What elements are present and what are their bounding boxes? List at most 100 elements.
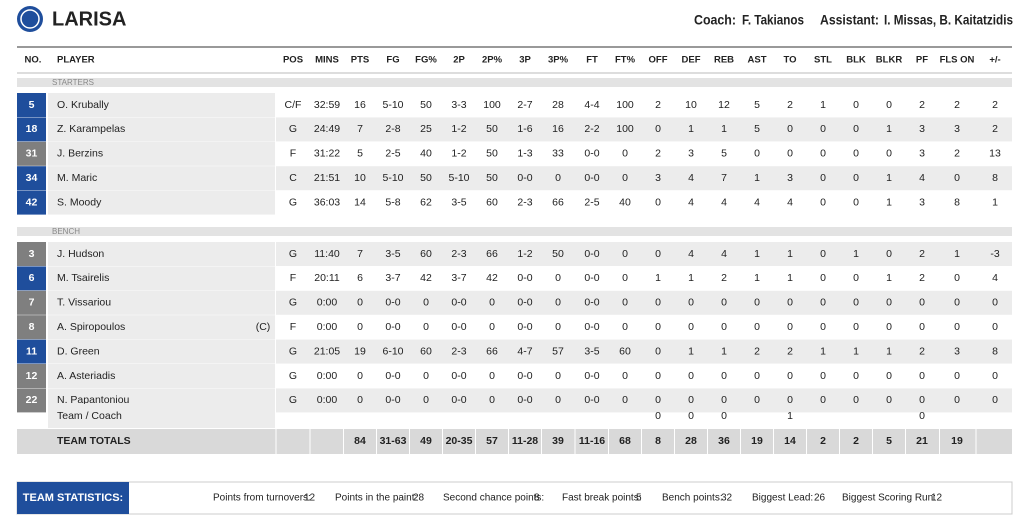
- stat-cell: 0: [754, 148, 760, 160]
- number-badge: [17, 190, 46, 215]
- player-name: T. Vissariou: [57, 297, 111, 309]
- stat-cell: 4: [787, 196, 793, 208]
- stat-cell: 0: [853, 297, 859, 309]
- column-header: PF: [916, 55, 928, 66]
- stat-cell: 0-0: [584, 370, 599, 382]
- stat-cell: 0: [721, 297, 727, 309]
- team-stat-value: 8: [534, 493, 540, 504]
- column-header: AST: [748, 55, 767, 66]
- stat-cell: 2: [655, 99, 661, 111]
- stat-cell: 40: [619, 196, 631, 208]
- stat-cell: 0: [754, 370, 760, 382]
- player-cell-bg: [48, 404, 275, 428]
- stat-cell: 2: [787, 99, 793, 111]
- total-cell: 11-16: [579, 435, 605, 447]
- stat-cell: 0: [721, 321, 727, 333]
- number-badge: [17, 388, 46, 413]
- stat-cell: 3: [655, 172, 661, 184]
- stat-cell: 4: [721, 248, 727, 260]
- stat-cell: 2-2: [584, 123, 599, 135]
- stat-cell: 1: [754, 248, 760, 260]
- stat-cell: 0-0: [451, 394, 466, 406]
- stat-cell: 0-0: [584, 272, 599, 284]
- total-cell: 28: [685, 435, 697, 447]
- stat-cell: 2-8: [385, 123, 400, 135]
- column-header: FLS ON: [940, 55, 975, 66]
- stat-cell: 0-0: [517, 272, 532, 284]
- stat-cell: 0: [688, 410, 694, 422]
- player-name: Z. Karampelas: [57, 123, 125, 135]
- stat-cell: 1: [721, 345, 727, 357]
- column-header: PTS: [351, 55, 369, 66]
- stat-cell: 0-0: [584, 394, 599, 406]
- stat-cell: 1: [688, 272, 694, 284]
- stat-cell: 28: [552, 99, 564, 111]
- stat-cell: 10: [685, 99, 697, 111]
- stat-cell: 4: [688, 196, 694, 208]
- player-name: A. Spiropoulos: [57, 321, 125, 333]
- number-badge: [17, 315, 46, 340]
- coach-label: Coach:: [694, 12, 736, 28]
- stat-cell: 10: [354, 172, 366, 184]
- stat-cell: 0: [886, 394, 892, 406]
- player-number: 18: [26, 123, 38, 135]
- stat-cell: 3-5: [451, 196, 466, 208]
- stat-cell: 0: [622, 148, 628, 160]
- player-cell-bg: [48, 242, 275, 266]
- player-number: 8: [29, 321, 35, 333]
- stat-cell: 2: [754, 345, 760, 357]
- total-cell: 19: [951, 435, 963, 447]
- total-cell: 31-63: [380, 435, 407, 447]
- stat-cell: 0: [423, 370, 429, 382]
- stat-cell: 50: [420, 99, 432, 111]
- stat-cell: 0: [886, 321, 892, 333]
- stat-cell: 0: [954, 321, 960, 333]
- totals-bg: [17, 429, 1012, 454]
- total-cell: 36: [718, 435, 730, 447]
- team-stat-value: 32: [721, 493, 733, 504]
- stat-cell: 0: [622, 248, 628, 260]
- stat-cell: 0:00: [317, 394, 338, 406]
- player-cell-bg: [48, 315, 275, 340]
- team-stat-value: 26: [814, 493, 826, 504]
- stat-cell: 33: [552, 148, 564, 160]
- player-cell-bg: [48, 339, 275, 364]
- player-number: 6: [29, 272, 35, 284]
- stat-cell: 5-10: [448, 172, 469, 184]
- stat-cell: 36:03: [314, 196, 340, 208]
- stat-cell: 0: [787, 123, 793, 135]
- total-cell: 14: [784, 435, 796, 447]
- stat-cell: 3: [919, 123, 925, 135]
- stat-cell: 0: [655, 321, 661, 333]
- stat-cell: 0: [489, 297, 495, 309]
- stat-cell: 0: [853, 394, 859, 406]
- stat-cell: 0: [489, 394, 495, 406]
- stat-cell: 5: [357, 148, 363, 160]
- stat-cell: 1: [886, 123, 892, 135]
- total-cell: 8: [655, 435, 661, 447]
- stat-cell: 0: [787, 148, 793, 160]
- player-name: O. Krubally: [57, 99, 110, 111]
- stat-cell: 4: [688, 248, 694, 260]
- stat-cell: 2-5: [584, 196, 599, 208]
- stat-cell: 0-0: [517, 394, 532, 406]
- total-cell: 11-28: [512, 435, 538, 447]
- stat-cell: 1: [688, 123, 694, 135]
- stat-cell: 4: [688, 172, 694, 184]
- section-label: BENCH: [52, 227, 80, 236]
- stat-cell: 1-2: [451, 148, 466, 160]
- stat-cell: 0: [754, 297, 760, 309]
- stat-cell: 60: [420, 345, 432, 357]
- number-badge: [17, 290, 46, 315]
- stat-cell: 0: [688, 297, 694, 309]
- stat-cell: 1: [954, 248, 960, 260]
- stat-cell: 5-10: [382, 99, 403, 111]
- stat-cell: 1: [886, 272, 892, 284]
- stat-cell: 0: [820, 248, 826, 260]
- stat-cell: 2: [919, 99, 925, 111]
- captain-note: (C): [256, 321, 271, 333]
- total-cell: 2: [853, 435, 859, 447]
- stat-cell: 50: [552, 248, 564, 260]
- column-header: FT: [586, 55, 598, 66]
- stat-cell: 0: [655, 297, 661, 309]
